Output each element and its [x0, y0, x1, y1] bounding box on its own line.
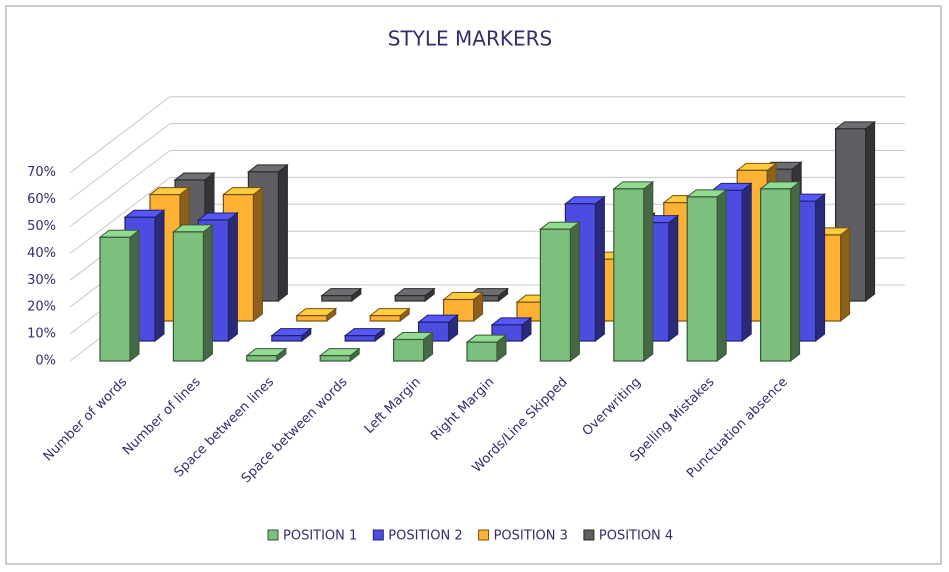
- bar-side: [840, 226, 851, 323]
- legend-swatch: [372, 529, 384, 541]
- bar: [246, 355, 278, 362]
- bar: [296, 315, 328, 322]
- legend-label: POSITION 1: [283, 529, 357, 544]
- bar: [613, 188, 645, 362]
- bar: [271, 335, 303, 342]
- bar: [686, 196, 718, 362]
- legend-label: POSITION 4: [599, 529, 673, 544]
- legend-label: POSITION 2: [388, 529, 462, 544]
- bar-side: [277, 163, 288, 303]
- bar: [369, 315, 401, 322]
- grid-line: [69, 123, 171, 200]
- bar-side: [227, 211, 238, 343]
- bar: [394, 295, 426, 302]
- chart-title: STYLE MARKERS: [388, 27, 552, 51]
- bar-side: [202, 223, 213, 363]
- bar: [319, 355, 351, 362]
- y-tick-label: 50%: [27, 219, 56, 234]
- bar-side: [790, 180, 801, 363]
- legend-label: POSITION 3: [494, 529, 568, 544]
- bar: [759, 188, 792, 362]
- y-tick-label: 10%: [27, 327, 56, 342]
- bar-side: [154, 209, 165, 343]
- bar-side: [815, 193, 826, 343]
- bar: [539, 228, 572, 362]
- bar-side: [716, 188, 727, 363]
- bar-side: [594, 195, 605, 343]
- bar-side: [741, 182, 752, 343]
- y-tick-label: 70%: [27, 165, 56, 180]
- bar-side: [252, 186, 263, 323]
- y-tick-label: 60%: [27, 192, 56, 207]
- bar: [172, 231, 204, 362]
- bar: [321, 295, 353, 302]
- grid-line: [69, 96, 171, 174]
- bar: [466, 341, 498, 362]
- bar-side: [569, 221, 580, 363]
- grid-line: [69, 150, 171, 227]
- legend-swatch: [267, 529, 279, 541]
- bar: [393, 338, 425, 362]
- bar-side: [643, 180, 654, 363]
- y-tick-label: 30%: [27, 273, 56, 288]
- bar-side: [129, 229, 140, 363]
- legend-swatch: [478, 529, 490, 541]
- bar-side: [668, 214, 679, 343]
- bar: [99, 236, 131, 362]
- bar-side: [865, 120, 876, 303]
- bar: [344, 335, 376, 342]
- legend-swatch: [583, 529, 595, 541]
- y-tick-label: 0%: [35, 354, 56, 369]
- y-tick-label: 20%: [27, 300, 56, 315]
- y-tick-label: 40%: [27, 246, 56, 261]
- grid-line: [69, 177, 171, 254]
